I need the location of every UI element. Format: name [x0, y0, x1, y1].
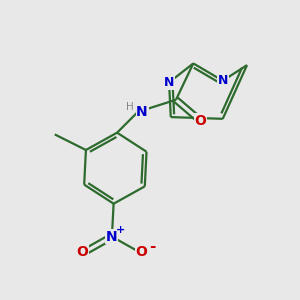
Text: H: H — [126, 102, 134, 112]
Text: O: O — [135, 245, 147, 259]
Text: N: N — [136, 105, 148, 119]
Text: N: N — [164, 76, 174, 89]
Text: -: - — [150, 239, 156, 254]
Text: O: O — [76, 245, 88, 259]
Text: N: N — [106, 230, 118, 244]
Text: O: O — [194, 114, 206, 128]
Text: +: + — [116, 225, 125, 235]
Text: N: N — [218, 74, 228, 87]
